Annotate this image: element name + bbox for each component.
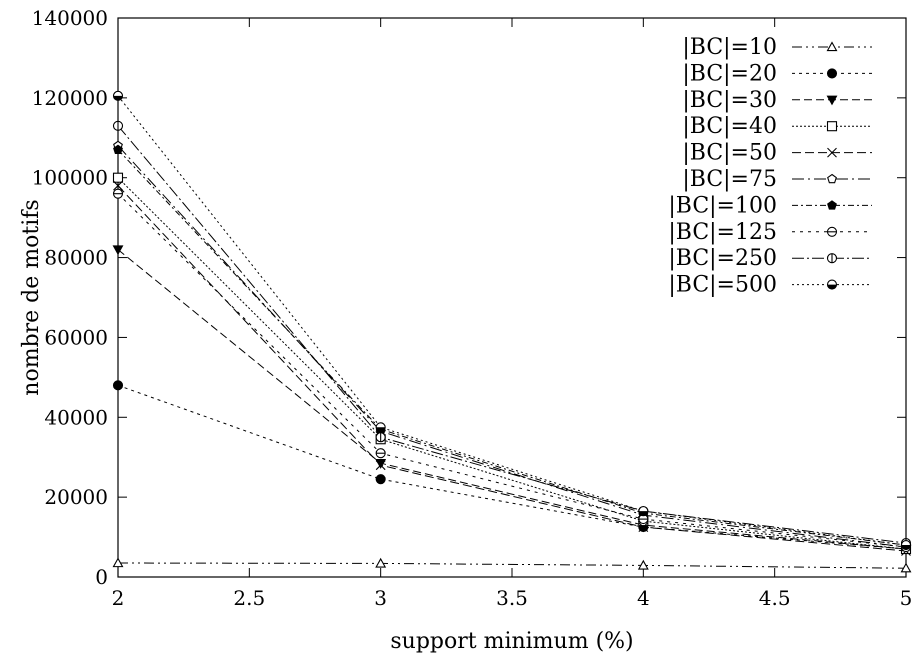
series-2	[112, 380, 912, 555]
data-point	[375, 474, 386, 485]
legend-entry: |BC|=125	[668, 220, 872, 245]
series-4	[112, 172, 912, 555]
series-layer	[112, 90, 912, 573]
legend-label: |BC|=500	[668, 273, 777, 298]
data-point	[112, 380, 124, 391]
data-point	[826, 253, 838, 264]
legend-entry: |BC|=500	[668, 273, 872, 298]
series-10	[112, 90, 912, 551]
legend-label: |BC|=20	[682, 61, 777, 86]
y-tick-label: 120000	[32, 86, 108, 110]
data-point	[112, 557, 124, 568]
y-tick-label: 20000	[44, 485, 108, 509]
data-point	[827, 173, 837, 184]
legend-entry: |BC|=250	[668, 246, 872, 271]
series-1	[112, 557, 912, 573]
legend-entry: |BC|=100	[668, 193, 872, 218]
series-line	[117, 562, 907, 569]
data-point	[375, 557, 387, 568]
data-point	[826, 121, 838, 132]
data-point	[375, 432, 386, 443]
legend-entry: |BC|=75	[682, 167, 872, 192]
data-point	[112, 188, 124, 199]
series-line	[117, 185, 907, 552]
y-tick-label: 80000	[44, 246, 108, 270]
x-tick-label: 3	[374, 586, 387, 610]
x-tick-label: 4	[637, 586, 650, 610]
data-point	[112, 245, 124, 256]
series-3	[112, 245, 912, 555]
series-line	[117, 193, 907, 548]
legend-entry: |BC|=20	[682, 61, 872, 86]
y-tick-label: 40000	[44, 405, 108, 429]
data-point	[375, 460, 386, 471]
data-point	[826, 95, 838, 106]
x-tick-label: 5	[900, 586, 913, 610]
legend-label: |BC|=100	[668, 193, 777, 218]
legend-label: |BC|=40	[682, 114, 777, 139]
series-line	[117, 145, 907, 548]
y-axis-label: nombre de motifs	[19, 199, 44, 395]
y-tick-label: 0	[95, 565, 108, 589]
series-5	[113, 180, 911, 556]
data-point	[900, 540, 912, 551]
series-line	[117, 177, 907, 550]
plot-frame	[117, 17, 907, 578]
data-point	[826, 68, 838, 79]
legend-label: |BC|=75	[682, 167, 777, 192]
legend: |BC|=10|BC|=20|BC|=30|BC|=40|BC|=50|BC|=…	[668, 35, 872, 298]
data-point	[638, 506, 649, 517]
data-point	[900, 562, 912, 573]
data-point	[113, 144, 123, 154]
x-tick-label: 4.5	[759, 586, 791, 610]
series-line	[117, 149, 907, 546]
x-tick-label: 2	[112, 586, 125, 610]
data-point	[826, 279, 838, 290]
y-tick-label: 100000	[32, 166, 108, 190]
legend-label: |BC|=30	[682, 88, 777, 113]
series-8	[112, 188, 912, 553]
legend-entry: |BC|=50	[682, 141, 872, 166]
y-tick-label: 140000	[32, 6, 108, 30]
legend-entry: |BC|=10	[682, 35, 872, 60]
legend-entry: |BC|=30	[682, 88, 872, 113]
data-point	[827, 147, 837, 158]
data-point	[826, 41, 838, 52]
legend-label: |BC|=250	[668, 246, 777, 271]
series-line	[117, 384, 907, 550]
series-7	[113, 144, 911, 550]
data-point	[637, 559, 649, 570]
x-tick-label: 3.5	[496, 586, 528, 610]
series-6	[113, 140, 911, 552]
data-point	[638, 514, 649, 525]
x-tick-label: 2.5	[233, 586, 265, 610]
data-point	[375, 422, 386, 433]
axes-layer: 2 2.5 3 3.5 4 4.5 5 0 20000 40000 60000 80000 100000…	[32, 6, 913, 610]
data-point	[827, 200, 837, 210]
data-point	[112, 172, 124, 183]
data-point	[375, 448, 386, 459]
legend-entry: |BC|=40	[682, 114, 872, 139]
legend-label: |BC|=125	[668, 220, 777, 245]
data-point	[113, 180, 123, 191]
legend-label: |BC|=10	[682, 35, 777, 60]
y-tick-label: 60000	[44, 325, 108, 349]
series-line	[117, 125, 907, 544]
data-point	[112, 90, 124, 101]
data-point	[112, 120, 124, 131]
series-line	[117, 95, 907, 546]
series-9	[112, 120, 912, 549]
x-axis-label: support minimum (%)	[390, 629, 633, 654]
data-point	[826, 226, 838, 237]
legend-label: |BC|=50	[682, 141, 777, 166]
series-line	[117, 249, 907, 550]
data-point	[638, 522, 649, 532]
